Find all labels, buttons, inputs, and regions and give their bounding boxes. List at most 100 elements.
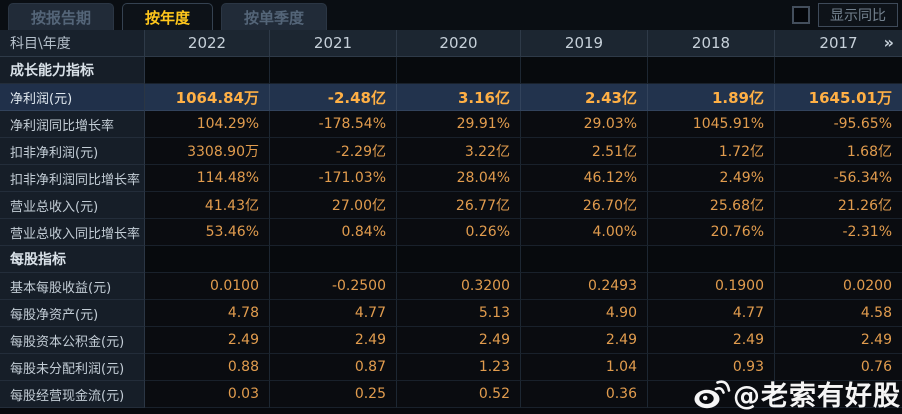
- cell-value: 0.2493: [521, 273, 648, 300]
- cell-value: [648, 246, 775, 273]
- period-tabbar: 按报告期 按年度 按单季度 显示同比: [0, 0, 902, 30]
- cell-value: [270, 246, 397, 273]
- row-label: 每股未分配利润(元): [0, 354, 145, 381]
- cell-value: 28.04%: [397, 165, 521, 192]
- cell-value: 21.26亿: [775, 192, 902, 219]
- cell-value: -2.48亿: [270, 84, 397, 111]
- cell-value: 0.3200: [397, 273, 521, 300]
- row-label: 扣非净利润(元): [0, 138, 145, 165]
- cell-value: 1064.84万: [145, 84, 270, 111]
- row-label: 每股指标: [0, 246, 145, 273]
- table-row[interactable]: 扣非净利润(元) 3308.90万 -2.29亿 3.22亿 2.51亿 1.72亿 1.6…: [0, 138, 902, 165]
- section-header-row: 成长能力指标: [0, 57, 902, 84]
- cell-value: 26.70亿: [521, 192, 648, 219]
- cell-value: 0.26%: [397, 219, 521, 246]
- show-yoy-button[interactable]: 显示同比: [818, 3, 898, 27]
- row-label: 基本每股收益(元): [0, 273, 145, 300]
- year-header-2022: 2022: [145, 30, 270, 57]
- row-label: 净利润(元): [0, 84, 145, 111]
- table-row[interactable]: 扣非净利润同比增长率 114.48% -171.03% 28.04% 46.12% 2.4…: [0, 165, 902, 192]
- cell-value: 0.36: [521, 381, 648, 408]
- cell-value: 4.00%: [521, 219, 648, 246]
- cell-value: 0.1900: [648, 273, 775, 300]
- cell-value: 4.78: [145, 300, 270, 327]
- table-row[interactable]: 净利润(元) 1064.84万 -2.48亿 3.16亿 2.43亿 1.89亿 1645.…: [0, 84, 902, 111]
- cell-value: 1645.01万: [775, 84, 902, 111]
- cell-value: 29.91%: [397, 111, 521, 138]
- year-header-2020: 2020: [397, 30, 521, 57]
- cell-value: 25.68亿: [648, 192, 775, 219]
- row-label: 营业总收入同比增长率: [0, 219, 145, 246]
- cell-value: 46.12%: [521, 165, 648, 192]
- cell-value: 114.48%: [145, 165, 270, 192]
- tab-by-report-period[interactable]: 按报告期: [8, 3, 115, 30]
- cell-value: 0.0100: [145, 273, 270, 300]
- cell-value: [397, 57, 521, 84]
- row-label: 每股经营现金流(元): [0, 381, 145, 408]
- cell-value: 29.03%: [521, 111, 648, 138]
- year-header-2019: 2019: [521, 30, 648, 57]
- cell-value: 2.49: [145, 327, 270, 354]
- table-row[interactable]: 每股未分配利润(元) 0.88 0.87 1.23 1.04 0.93 0.76: [0, 354, 902, 381]
- cell-value: [270, 57, 397, 84]
- tab-by-year[interactable]: 按年度: [122, 3, 214, 30]
- table-row[interactable]: 基本每股收益(元) 0.0100 -0.2500 0.3200 0.2493 0.1900…: [0, 273, 902, 300]
- table-row[interactable]: 净利润同比增长率 104.29% -178.54% 29.91% 29.03% 1045.…: [0, 111, 902, 138]
- cell-value: [775, 381, 902, 408]
- table-row[interactable]: 每股经营现金流(元) 0.03 0.25 0.52 0.36: [0, 381, 902, 408]
- cell-value: 0.03: [145, 381, 270, 408]
- cell-value: 3308.90万: [145, 138, 270, 165]
- table-row[interactable]: 每股净资产(元) 4.78 4.77 5.13 4.90 4.77 4.58: [0, 300, 902, 327]
- cell-value: -2.31%: [775, 219, 902, 246]
- cell-value: 0.25: [270, 381, 397, 408]
- scroll-more-years-icon[interactable]: »: [883, 33, 894, 52]
- cell-value: 1.68亿: [775, 138, 902, 165]
- table-row[interactable]: 营业总收入(元) 41.43亿 27.00亿 26.77亿 26.70亿 25.68亿 21…: [0, 192, 902, 219]
- year-header-2017: 2017 »: [775, 30, 902, 57]
- cell-value: [145, 57, 270, 84]
- cell-value: -178.54%: [270, 111, 397, 138]
- cell-value: 2.51亿: [521, 138, 648, 165]
- cell-value: 0.93: [648, 354, 775, 381]
- cell-value: 0.87: [270, 354, 397, 381]
- cell-value: [648, 381, 775, 408]
- cell-value: 1.89亿: [648, 84, 775, 111]
- corner-header: 科目\年度: [0, 30, 145, 57]
- cell-value: 104.29%: [145, 111, 270, 138]
- cell-value: 0.76: [775, 354, 902, 381]
- cell-value: -95.65%: [775, 111, 902, 138]
- cell-value: 0.0200: [775, 273, 902, 300]
- section-header-row: 每股指标: [0, 246, 902, 273]
- row-label: 成长能力指标: [0, 57, 145, 84]
- cell-value: [775, 246, 902, 273]
- cell-value: -2.29亿: [270, 138, 397, 165]
- tab-by-quarter[interactable]: 按单季度: [221, 3, 328, 30]
- cell-value: -56.34%: [775, 165, 902, 192]
- cell-value: 4.77: [648, 300, 775, 327]
- year-header-label: 2017: [819, 34, 858, 52]
- cell-value: 1.04: [521, 354, 648, 381]
- cell-value: 3.22亿: [397, 138, 521, 165]
- cell-value: 3.16亿: [397, 84, 521, 111]
- cell-value: [775, 57, 902, 84]
- cell-value: [648, 57, 775, 84]
- cell-value: 2.49: [270, 327, 397, 354]
- cell-value: [521, 57, 648, 84]
- cell-value: 1045.91%: [648, 111, 775, 138]
- cell-value: 20.76%: [648, 219, 775, 246]
- cell-value: [145, 246, 270, 273]
- cell-value: 4.58: [775, 300, 902, 327]
- financial-indicator-table: 科目\年度 2022 2021 2020 2019 2018 2017 » 成长…: [0, 30, 902, 408]
- cell-value: 26.77亿: [397, 192, 521, 219]
- cell-value: 2.49%: [648, 165, 775, 192]
- show-yoy-checkbox[interactable]: [792, 6, 810, 24]
- cell-value: 1.23: [397, 354, 521, 381]
- row-label: 营业总收入(元): [0, 192, 145, 219]
- cell-value: 0.84%: [270, 219, 397, 246]
- cell-value: 2.49: [397, 327, 521, 354]
- table-header-row: 科目\年度 2022 2021 2020 2019 2018 2017 »: [0, 30, 902, 57]
- table-row[interactable]: 每股资本公积金(元) 2.49 2.49 2.49 2.49 2.49 2.49: [0, 327, 902, 354]
- table-row[interactable]: 营业总收入同比增长率 53.46% 0.84% 0.26% 4.00% 20.76% -2.…: [0, 219, 902, 246]
- cell-value: [397, 246, 521, 273]
- cell-value: -171.03%: [270, 165, 397, 192]
